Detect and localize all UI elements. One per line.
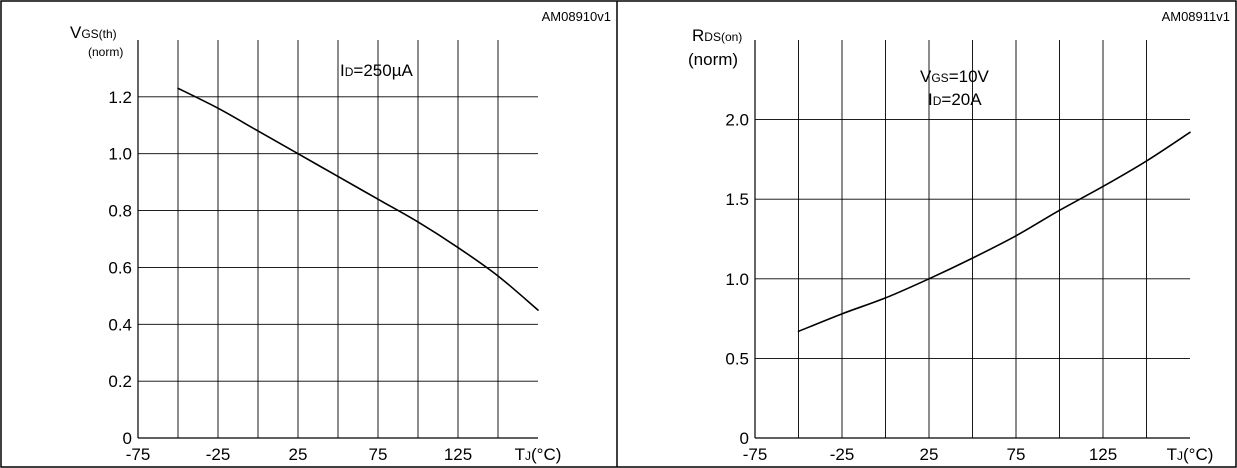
figure-reference-code: AM08911v1: [1162, 9, 1230, 24]
x-tick-label: -25: [206, 445, 231, 464]
data-point: [457, 246, 459, 249]
data-point: [1102, 185, 1104, 188]
condition-value: =10V: [949, 67, 990, 86]
y-tick-label: 2.0: [725, 111, 749, 130]
x-tick-label: 75: [369, 445, 388, 464]
condition-subscript: GS: [931, 71, 948, 85]
data-point: [1015, 235, 1017, 237]
data-point: [797, 330, 800, 333]
x-tick-label: -25: [830, 445, 855, 464]
condition-subscript: D: [345, 65, 354, 79]
y-axis-unit: (norm): [88, 45, 123, 59]
y-axis-symbol: R: [692, 26, 704, 45]
y-tick-label: 0.8: [108, 202, 132, 221]
condition-symbol: V: [920, 67, 932, 86]
data-point: [337, 175, 339, 178]
data-point: [377, 198, 379, 200]
figure-reference-code: AM08910v1: [542, 9, 611, 24]
x-tick-label: 25: [920, 445, 939, 464]
data-point: [537, 309, 539, 311]
test-condition-label: ID=20A: [928, 90, 982, 109]
test-condition-label: ID=250µA: [340, 61, 413, 80]
y-tick-label: 0: [740, 429, 749, 448]
y-tick-label: 1.0: [725, 270, 749, 289]
data-point: [841, 313, 843, 315]
condition-symbol: I: [340, 61, 345, 80]
x-tick-label: -75: [126, 445, 151, 464]
test-condition-label: VGS=10V: [920, 67, 990, 86]
y-tick-label: 0.4: [108, 315, 132, 334]
condition-symbol: I: [928, 90, 933, 109]
data-point: [1189, 131, 1191, 134]
y-axis-label: VGS(th): [70, 23, 117, 42]
data-point: [297, 152, 299, 155]
data-point: [1058, 209, 1061, 212]
data-point: [928, 278, 930, 280]
condition-value: =20A: [941, 90, 982, 109]
data-point: [971, 257, 974, 259]
x-tick-label: 25: [289, 445, 308, 464]
y-tick-label: 1.2: [108, 88, 132, 107]
condition-subscript: D: [933, 94, 942, 108]
x-tick-label: -75: [743, 445, 768, 464]
x-axis-label: TJ(°C): [1167, 445, 1214, 464]
x-tick-label: 125: [444, 445, 472, 464]
condition-value: =250µA: [353, 61, 413, 80]
series-line: [798, 131, 1191, 333]
y-tick-label: 0.5: [725, 349, 749, 368]
data-point: [217, 107, 219, 110]
data-point: [177, 87, 179, 90]
y-tick-label: 0.2: [108, 372, 132, 391]
y-axis-subscript: DS(on): [704, 30, 742, 44]
y-axis-label: RDS(on): [692, 26, 742, 45]
chart-panel-2: 0 0.5 1.0 1.5 2.0 -75 -25 25 75 125 AM08911v1 RDS(o…: [688, 9, 1230, 464]
x-tick-label: 75: [1007, 445, 1026, 464]
x-axis-subscript: J: [1177, 449, 1183, 463]
series-line: [177, 87, 539, 311]
x-axis-unit: (°C): [531, 445, 561, 464]
x-axis-unit: (°C): [1183, 445, 1213, 464]
y-tick-label: 0.6: [108, 258, 132, 277]
chart-panel-1: 0 0.2 0.4 0.6 0.8 1.0 1.2 -75 -25 25 75 125 AM08910v…: [70, 9, 611, 464]
data-point: [417, 221, 419, 223]
y-axis-unit: (norm): [688, 50, 738, 69]
data-point: [1145, 160, 1148, 162]
x-axis-symbol: T: [515, 445, 525, 464]
x-axis-symbol: T: [1167, 445, 1177, 464]
y-tick-label: 0: [123, 429, 132, 448]
x-axis-label: TJ(°C): [515, 445, 562, 464]
y-tick-label: 1.0: [108, 145, 132, 164]
y-axis-subscript: GS(th): [81, 27, 116, 41]
data-point: [257, 130, 259, 132]
x-axis-subscript: J: [525, 449, 531, 463]
data-point: [884, 297, 887, 299]
x-tick-label: 125: [1089, 445, 1117, 464]
y-axis-symbol: V: [70, 23, 82, 42]
y-tick-label: 1.5: [725, 190, 749, 209]
data-point: [497, 275, 499, 277]
